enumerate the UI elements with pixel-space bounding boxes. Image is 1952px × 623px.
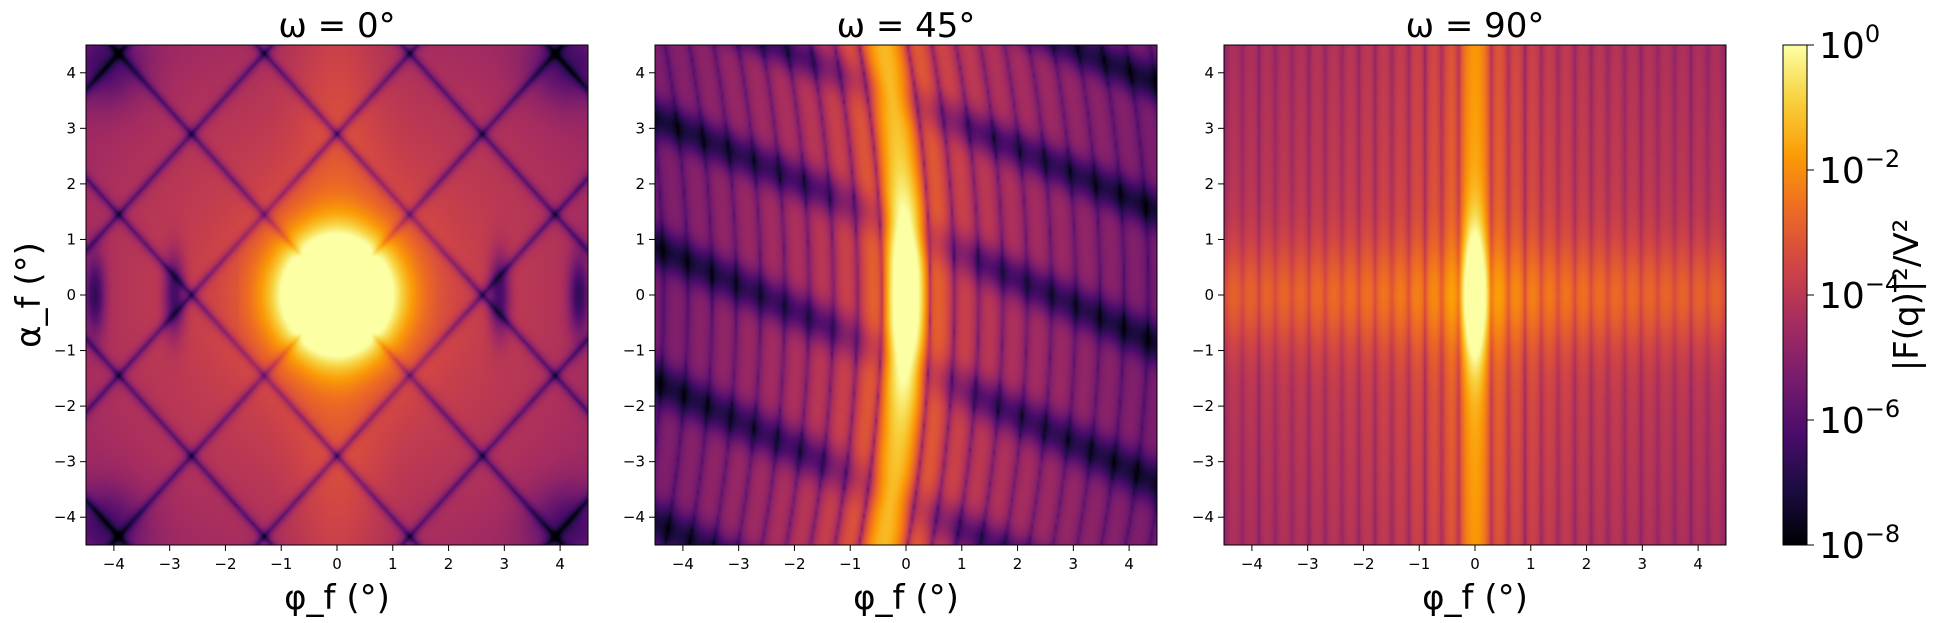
x-tick-label: −4 xyxy=(672,555,694,573)
colorbar-tick-label: 10−2 xyxy=(1819,145,1900,192)
colorbar-gradient xyxy=(1782,44,1808,546)
x-tick-label: −3 xyxy=(159,555,181,573)
y-tick-label: 3 xyxy=(635,119,645,137)
y-tick-label: −1 xyxy=(623,342,645,360)
heatmap-image xyxy=(655,45,1157,545)
heatmap-panel-0: −4 −3 −2 −1 0 1 2 3 4 −4 −3 −2 −1 0 1 2 3 4 ω = 0° φ_f (°) α… xyxy=(9,6,589,618)
colorbar-tick-label: 100 xyxy=(1819,20,1880,67)
x-axis-label: φ_f (°) xyxy=(284,578,390,618)
y-tick-label: −3 xyxy=(54,453,76,471)
y-axis-label: α_f (°) xyxy=(9,242,49,348)
y-tick-label: 2 xyxy=(66,175,76,193)
y-tick-label: −1 xyxy=(54,342,76,360)
y-tick-label: −4 xyxy=(1192,508,1214,526)
y-tick-label: −4 xyxy=(54,508,76,526)
y-tick-label: 3 xyxy=(66,119,76,137)
x-tick-label: 2 xyxy=(1013,555,1023,573)
colorbar-tick-label: 10−8 xyxy=(1819,520,1900,567)
colorbar-label: |F(q)|²/V² xyxy=(1887,219,1927,372)
x-axis-label: φ_f (°) xyxy=(1422,578,1528,618)
y-tick-label: 4 xyxy=(1204,64,1214,82)
x-tick-label: 1 xyxy=(1526,555,1536,573)
y-tick-label: 2 xyxy=(1204,175,1214,193)
x-tick-label: −4 xyxy=(1241,555,1263,573)
x-tick-label: −2 xyxy=(783,555,805,573)
heatmap-image xyxy=(86,45,588,545)
heatmap-panel-1: −4 −3 −2 −1 0 1 2 3 4 −4 −3 −2 −1 0 1 2 3 4 ω = 45° φ_f (°) xyxy=(623,6,1158,618)
x-tick-label: −2 xyxy=(214,555,236,573)
x-tick-label: 0 xyxy=(901,555,911,573)
y-tick-label: −2 xyxy=(1192,397,1214,415)
x-tick-label: 0 xyxy=(1470,555,1480,573)
panel-title: ω = 90° xyxy=(1406,6,1545,46)
x-tick-label: 1 xyxy=(388,555,398,573)
colorbar-tick-label: 10−6 xyxy=(1819,395,1900,442)
x-tick-label: −3 xyxy=(728,555,750,573)
y-tick-label: 2 xyxy=(635,175,645,193)
x-tick-label: −2 xyxy=(1352,555,1374,573)
x-tick-label: −3 xyxy=(1297,555,1319,573)
y-tick-label: −2 xyxy=(54,397,76,415)
x-tick-label: −1 xyxy=(839,555,861,573)
y-tick-label: 0 xyxy=(66,286,76,304)
x-tick-label: 4 xyxy=(555,555,565,573)
x-tick-label: 3 xyxy=(500,555,510,573)
heatmap-panel-2: −4 −3 −2 −1 0 1 2 3 4 −4 −3 −2 −1 0 1 2 3 4 ω = 90° φ_f (°) xyxy=(1192,6,1727,618)
y-tick-label: 4 xyxy=(66,64,76,82)
x-tick-label: 4 xyxy=(1124,555,1134,573)
colorbar-tick-label: 10−4 xyxy=(1819,270,1900,317)
x-tick-label: 0 xyxy=(332,555,342,573)
y-tick-label: −3 xyxy=(1192,453,1214,471)
y-tick-label: −2 xyxy=(623,397,645,415)
x-tick-label: −1 xyxy=(270,555,292,573)
y-tick-label: 0 xyxy=(635,286,645,304)
y-tick-label: −3 xyxy=(623,453,645,471)
panel-title: ω = 45° xyxy=(837,6,976,46)
y-tick-label: 4 xyxy=(635,64,645,82)
x-tick-label: −4 xyxy=(103,555,125,573)
colorbar: 100 10−2 10−4 10−6 10−8 |F(q)|²/V² xyxy=(1782,20,1927,567)
y-tick-label: 3 xyxy=(1204,119,1214,137)
x-tick-label: 2 xyxy=(444,555,454,573)
x-tick-label: −1 xyxy=(1408,555,1430,573)
y-tick-label: −1 xyxy=(1192,342,1214,360)
y-tick-label: 1 xyxy=(66,230,76,248)
y-tick-label: 0 xyxy=(1204,286,1214,304)
x-tick-label: 4 xyxy=(1693,555,1703,573)
y-tick-label: −4 xyxy=(623,508,645,526)
heatmap-image xyxy=(1224,45,1726,545)
x-axis-label: φ_f (°) xyxy=(853,578,959,618)
x-tick-label: 3 xyxy=(1638,555,1648,573)
y-tick-label: 1 xyxy=(635,230,645,248)
y-tick-label: 1 xyxy=(1204,230,1214,248)
x-tick-label: 3 xyxy=(1069,555,1079,573)
x-tick-label: 2 xyxy=(1582,555,1592,573)
panel-title: ω = 0° xyxy=(278,6,395,46)
x-tick-label: 1 xyxy=(957,555,967,573)
